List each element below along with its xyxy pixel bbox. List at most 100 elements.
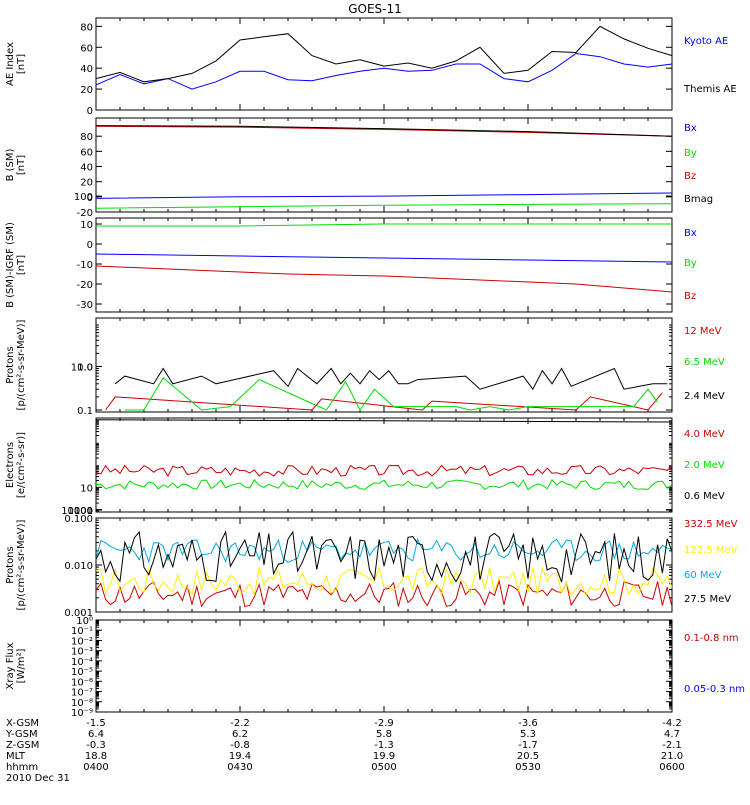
x-row-value: -0.3 <box>86 740 106 751</box>
y-tick-label: 10 <box>80 220 93 231</box>
panel-protons_high: 0.001 0.010 0.100 Protons [p/(cm²-s-sr-MeV)]… <box>5 514 738 619</box>
y-tick-label: 0.001 <box>64 608 93 619</box>
legend-entry: Bx <box>684 228 697 239</box>
legend-entry: 4.0 MeV <box>684 429 725 440</box>
y-tick-label: 0.100 <box>64 514 93 525</box>
y-axis-label: [nT] <box>16 54 27 74</box>
y-tick-label: 0.1 <box>77 406 93 417</box>
y-axis-label: AE Index <box>5 42 16 86</box>
series-line <box>95 25 673 83</box>
y-axis-label: Xray Flux <box>5 642 16 689</box>
x-row-value: 6.2 <box>232 729 248 740</box>
date-label: 2010 Dec 31 <box>6 773 70 784</box>
y-tick-label: 60 <box>80 43 93 54</box>
panel-frame <box>95 619 673 713</box>
x-row-label: Z-GSM <box>6 740 39 751</box>
chart-title: GOES-11 <box>348 2 402 16</box>
panel-ae: 0 20 40 60 80 AE Index [nT] Kyoto AE Themis AE <box>5 17 737 117</box>
y-tick-label: -20 <box>77 208 93 219</box>
x-row-value: -4.2 <box>662 718 682 729</box>
x-row-label: Y-GSM <box>5 729 38 740</box>
y-tick-label: 20 <box>80 85 93 96</box>
series-line <box>95 192 673 199</box>
y-tick-label: -10 <box>77 260 93 271</box>
panel-bsmigrf: -30 -20 -10 0 10 B (SM)-IGRF (SM) [nT] Bx By Bz <box>5 217 697 313</box>
y-tick-label: 100 <box>74 506 93 517</box>
y-tick-label: 10⁻⁹ <box>71 708 93 719</box>
legend-entry: Bz <box>684 291 696 302</box>
y-tick-label: 1000 <box>68 506 93 517</box>
series-line <box>114 367 668 391</box>
y-axis-label: [p/(cm²-s-sr-MeV)] <box>16 519 27 610</box>
panel-frame <box>95 17 673 111</box>
x-row-value: -2.1 <box>662 740 682 751</box>
y-tick-label: 0.010 <box>64 561 93 572</box>
x-row-label: hhmm <box>6 762 38 773</box>
series-line <box>95 125 673 137</box>
series-line <box>96 223 672 227</box>
x-row-value: 0400 <box>83 762 108 773</box>
legend-entry: By <box>684 258 697 269</box>
y-tick-label: 10⁻⁸ <box>71 698 93 709</box>
x-row-value: 0500 <box>371 762 396 773</box>
legend-entry: By <box>684 148 697 159</box>
series-line <box>95 530 673 583</box>
series-line <box>95 265 673 293</box>
y-tick-label: 80 <box>80 22 93 33</box>
series-line <box>95 125 673 137</box>
x-row-value: -1.3 <box>374 740 394 751</box>
series-line <box>95 52 673 90</box>
panel-frame <box>95 417 673 513</box>
y-tick-label: 0 <box>87 240 93 251</box>
x-row-value: 18.8 <box>85 751 107 762</box>
y-axis-label: Protons <box>5 346 16 383</box>
y-axis-label: [p/(cm²-s-sr-MeV)] <box>16 319 27 410</box>
x-row-value: 5.8 <box>376 729 392 740</box>
x-row-value: -2.9 <box>374 718 394 729</box>
y-tick-label: 10⁰ <box>76 616 93 627</box>
y-axis-label: Protons <box>5 546 16 583</box>
y-axis-label: B (SM) <box>5 148 16 181</box>
y-tick-label: 10⁻⁵ <box>71 667 93 678</box>
legend-entry: Kyoto AE <box>684 36 728 47</box>
x-row-value: 0430 <box>227 762 252 773</box>
y-tick-label: 60 <box>80 147 93 158</box>
y-tick-label: 40 <box>80 163 93 174</box>
x-row-value: 20.5 <box>517 751 539 762</box>
y-tick-label: 10000 <box>61 506 93 517</box>
y-tick-label: 100 <box>74 192 93 203</box>
y-axis-label: [nT] <box>16 155 27 175</box>
legend-entry: 2.4 MeV <box>684 391 725 402</box>
y-axis-label: [e/(cm²-s-sr)] <box>16 432 27 498</box>
y-axis-label: [W/m²] <box>16 648 27 683</box>
y-axis-label: B (SM)-IGRF (SM) <box>5 222 16 308</box>
series-line <box>95 479 673 491</box>
y-tick-label: -20 <box>77 280 93 291</box>
legend-entry: 0.6 MeV <box>684 491 725 502</box>
y-tick-label: 0 <box>87 193 93 204</box>
legend-entry: 6.5 MeV <box>684 357 725 368</box>
series-line <box>95 203 673 209</box>
y-tick-label: 20 <box>80 178 93 189</box>
x-row-value: -1.7 <box>518 740 538 751</box>
panel-protons_low: 0.1 1.010.0 Protons [p/(cm²-s-sr-MeV)] 12 Me… <box>5 317 725 417</box>
legend-entry: 122.5 MeV <box>684 545 738 556</box>
y-tick-label: 10⁻² <box>71 636 93 647</box>
legend-entry: 27.5 MeV <box>684 594 731 605</box>
y-tick-label: 1.0 <box>77 362 93 373</box>
x-row-label: MLT <box>6 751 26 762</box>
legend-entry: Bz <box>684 171 696 182</box>
legend-entry: 0.1-0.8 nm <box>684 633 739 644</box>
legend-entry: 60 MeV <box>684 570 722 581</box>
series-line <box>95 579 673 608</box>
x-row-value: 0600 <box>659 762 684 773</box>
x-row-value: -2.2 <box>230 718 250 729</box>
x-row-value: 0530 <box>515 762 540 773</box>
y-tick-label: 10.0 <box>71 362 93 373</box>
series-line <box>105 392 663 411</box>
panel-frame <box>95 217 673 313</box>
y-tick-label: 80 <box>80 132 93 143</box>
panel-bsm: -20 0 20 40 60 80 100 B (SM) [nT] Bx By Bz Bmag <box>5 117 713 219</box>
